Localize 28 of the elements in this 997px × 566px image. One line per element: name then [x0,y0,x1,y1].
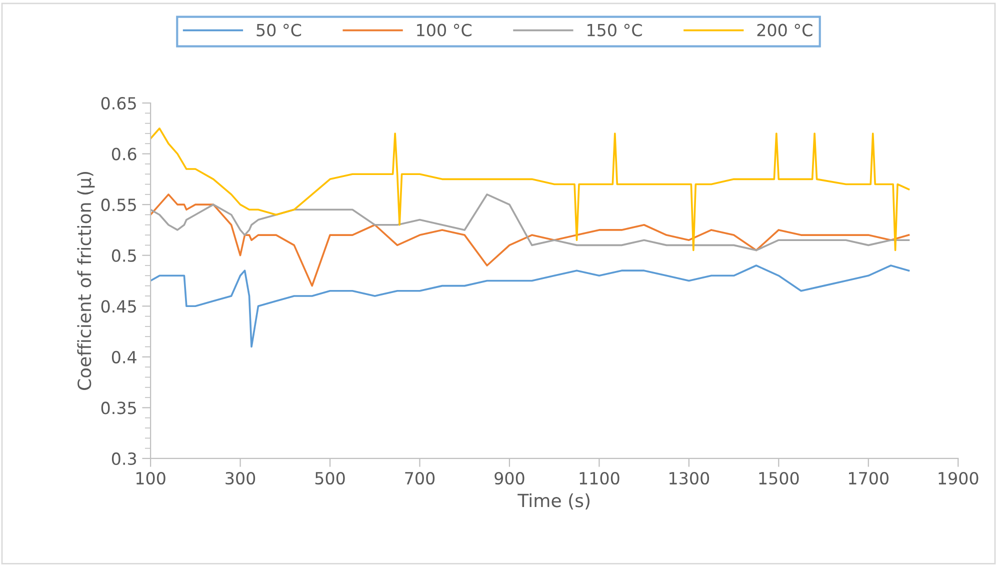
x-tick-label: 700 [405,472,435,485]
y-tick-label: 0.55 [101,198,136,212]
legend-label: 50 °C [256,24,302,36]
x-tick-label: 1300 [670,472,710,485]
x-tick-label: 1100 [580,472,620,485]
legend-label: 150 °C [588,24,642,36]
x-tick-label: 300 [226,472,256,485]
y-tick-label: 0.4 [112,350,136,364]
y-tick-label: 0.3 [112,452,136,466]
line-series [150,194,910,287]
line-series [150,194,910,252]
x-tick-label: 900 [494,472,524,485]
line-series [150,264,910,348]
x-tick-label: 1500 [759,472,799,485]
x-tick-label: 1900 [938,472,978,485]
x-tick-label: 1700 [849,472,888,485]
y-tick-label: 0.65 [101,96,136,110]
line-series [150,127,910,252]
y-tick-label: 0.6 [112,148,136,160]
legend-label: 100 °C [417,24,472,36]
legend-label: 200 °C [757,24,812,36]
y-axis-title: Coefficient of friction (μ) [77,172,95,390]
x-tick-label: 100 [136,472,166,485]
y-tick-label: 0.45 [101,300,136,313]
x-axis-title: Time (s) [518,493,590,510]
y-tick-label: 0.35 [101,402,136,414]
x-tick-label: 500 [315,472,345,485]
y-tick-label: 0.5 [112,249,136,262]
